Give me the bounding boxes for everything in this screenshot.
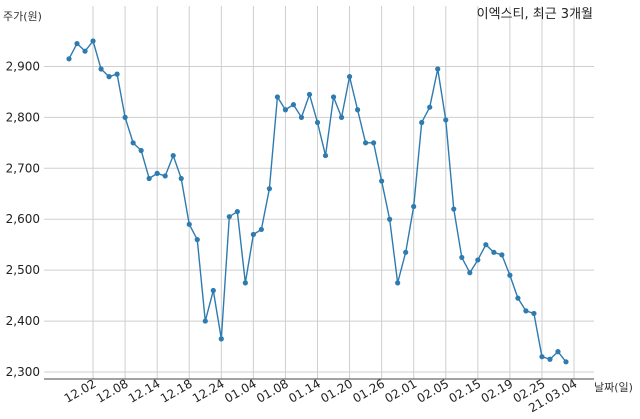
data-point	[443, 117, 449, 123]
data-point	[82, 48, 88, 54]
x-tick-label: 01.26	[350, 376, 387, 405]
x-tick-label: 02.01	[382, 376, 419, 405]
data-point	[411, 203, 417, 210]
data-point	[435, 66, 441, 72]
x-tick-label: 01.08	[254, 376, 291, 405]
data-point	[218, 336, 224, 342]
data-point	[555, 349, 561, 355]
data-point	[250, 231, 256, 238]
x-tick-label: 01.14	[286, 376, 323, 405]
data-point	[338, 114, 345, 120]
y-tick-label: 2,600	[6, 212, 40, 226]
x-tick-labels: 12.0212.0812.1412.1812.2401.0401.0801.14…	[62, 376, 580, 415]
x-axis-label: 날짜(일)	[594, 380, 633, 394]
data-point	[362, 140, 369, 146]
x-tick-label: 12.24	[190, 376, 227, 405]
data-point	[395, 280, 401, 286]
data-point	[266, 186, 273, 192]
x-tick-label: 02.15	[447, 376, 484, 405]
data-point	[459, 254, 465, 261]
data-point	[563, 359, 569, 365]
data-point	[186, 221, 192, 227]
data-point	[547, 356, 553, 362]
data-point	[322, 152, 329, 159]
data-point	[314, 119, 321, 126]
data-point	[258, 226, 264, 233]
x-tick-label: 02.05	[415, 376, 452, 405]
data-point	[467, 270, 473, 276]
data-point	[523, 308, 529, 314]
data-point	[354, 107, 361, 113]
x-tick-label: 12.14	[126, 376, 163, 405]
data-point	[242, 280, 248, 286]
data-point	[507, 272, 513, 278]
x-tick-label: 12.18	[158, 376, 195, 405]
data-point	[178, 175, 184, 182]
data-point	[122, 114, 128, 120]
data-point	[483, 242, 489, 248]
data-point	[419, 119, 425, 126]
data-point	[330, 94, 337, 100]
data-point	[170, 152, 176, 159]
data-point	[138, 147, 144, 154]
data-point	[202, 318, 208, 324]
data-point	[539, 354, 545, 360]
data-point	[90, 38, 96, 44]
data-point	[403, 249, 409, 255]
data-point	[66, 56, 72, 62]
data-point	[379, 178, 385, 184]
data-point	[451, 206, 457, 212]
data-point	[194, 237, 200, 243]
data-point	[346, 74, 353, 80]
data-point	[475, 257, 481, 263]
data-point	[162, 173, 168, 179]
grid-lines	[44, 6, 594, 379]
y-tick-label: 2,700	[6, 161, 40, 175]
data-point	[130, 140, 136, 146]
data-point	[491, 249, 497, 255]
data-point	[210, 287, 216, 294]
chart-title: 이엑스티, 최근 3개월	[477, 7, 593, 22]
y-tick-label: 2,400	[6, 314, 40, 328]
data-point	[114, 71, 120, 77]
data-point	[98, 66, 104, 72]
data-point	[531, 310, 537, 317]
data-point	[106, 74, 112, 80]
data-point	[427, 104, 433, 110]
data-point	[387, 216, 393, 222]
x-tick-label: 01.20	[318, 376, 355, 405]
x-tick-label: 01.04	[222, 376, 259, 405]
y-tick-label: 2,300	[6, 365, 40, 379]
data-point	[298, 114, 305, 120]
data-point	[146, 175, 152, 182]
data-point	[499, 252, 505, 258]
data-point	[274, 94, 281, 100]
x-tick-label: 02.19	[479, 376, 516, 405]
y-tick-label: 2,800	[6, 110, 40, 124]
x-tick-label: 12.08	[94, 376, 131, 405]
x-tick-label: 12.02	[62, 376, 99, 405]
y-axis-label: 주가(원)	[3, 10, 42, 23]
data-point	[515, 295, 521, 301]
y-tick-label: 2,900	[6, 59, 40, 73]
data-point	[306, 91, 313, 98]
data-point	[371, 140, 377, 146]
data-point	[234, 208, 240, 215]
data-point	[154, 170, 160, 176]
y-tick-labels: 2,300 2,400 2,500 2,600 2,700 2,800 2,900	[6, 59, 40, 379]
data-point	[282, 107, 289, 113]
data-point	[74, 40, 80, 47]
price-series	[66, 38, 569, 365]
data-point	[226, 214, 232, 220]
y-tick-label: 2,500	[6, 263, 40, 277]
data-point	[290, 102, 297, 108]
